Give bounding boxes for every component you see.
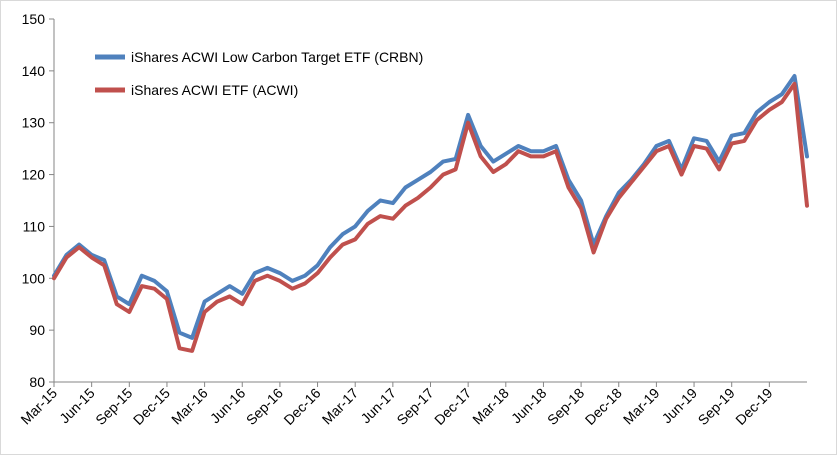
x-tick-label: Jun-16: [207, 385, 249, 427]
y-tick-label: 90: [29, 322, 45, 338]
y-tick-label: 80: [29, 374, 45, 390]
legend-label-crbn: iShares ACWI Low Carbon Target ETF (CRBN…: [131, 49, 423, 65]
series-lines: [52, 74, 809, 353]
y-tick-label: 150: [22, 11, 46, 27]
y-tick-label: 120: [22, 167, 46, 183]
x-tick-label: Sep-16: [243, 385, 286, 428]
y-axis-ticks: 80 90 100 110 120 130 140 150: [22, 11, 54, 390]
x-tick-label: Jun-17: [357, 385, 399, 427]
x-tick-label: Mar-16: [168, 385, 211, 428]
x-axis-ticks: Mar-15Jun-15Sep-15Dec-15Mar-16Jun-16Sep-…: [17, 382, 776, 428]
axes: [53, 19, 807, 383]
y-tick-label: 100: [22, 270, 46, 286]
series-line-crbn: [52, 74, 809, 340]
x-tick-label: Mar-18: [469, 385, 512, 428]
x-tick-label: Jun-18: [508, 385, 550, 427]
x-tick-label: Jun-15: [56, 385, 98, 427]
series-line-acwi: [52, 81, 809, 353]
y-tick-label: 140: [22, 63, 46, 79]
x-tick-label: Sep-19: [695, 385, 738, 428]
x-tick-label: Dec-17: [431, 385, 474, 428]
x-tick-label: Dec-19: [732, 385, 775, 428]
x-tick-label: Mar-15: [17, 385, 60, 428]
x-tick-label: Dec-16: [280, 385, 323, 428]
x-tick-label: Sep-15: [92, 385, 135, 428]
x-tick-label: Sep-17: [393, 385, 436, 428]
x-tick-label: Dec-15: [130, 385, 173, 428]
x-tick-label: Sep-18: [544, 385, 587, 428]
legend-label-acwi: iShares ACWI ETF (ACWI): [131, 82, 298, 98]
y-tick-label: 130: [22, 115, 46, 131]
x-tick-label: Jun-19: [659, 385, 701, 427]
legend: iShares ACWI Low Carbon Target ETF (CRBN…: [95, 49, 423, 98]
x-tick-label: Mar-17: [319, 385, 362, 428]
x-tick-label: Mar-19: [620, 385, 663, 428]
x-tick-label: Dec-18: [582, 385, 625, 428]
y-tick-label: 110: [23, 218, 46, 234]
